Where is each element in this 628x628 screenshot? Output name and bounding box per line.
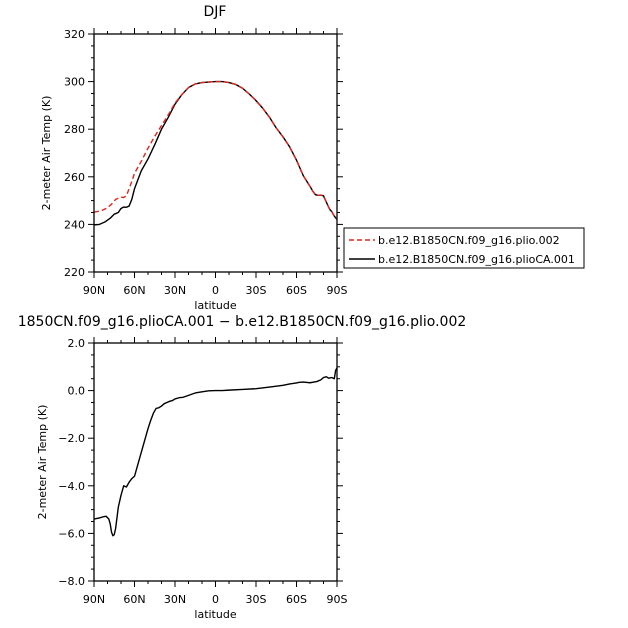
x-tick-label: 90N [83, 593, 105, 606]
chart-title: DJF [204, 4, 227, 20]
y-tick-label: 260 [64, 171, 85, 184]
y-tick-label: 320 [64, 28, 85, 41]
x-tick-label: 60S [286, 284, 307, 297]
panel-top: DJF 220 240 260 280 300 320 90N 60N 30N 0 30S 60S 90… [40, 4, 348, 312]
y-tick-label: −4.0 [58, 480, 85, 493]
y-tick-label: 240 [64, 218, 85, 231]
x-tick-label: 90S [327, 593, 348, 606]
x-tick-label: 0 [212, 593, 219, 606]
y-axis-label: 2-meter Air Temp (K) [40, 96, 53, 211]
axes-group: 220 240 260 280 300 320 90N 60N 30N 0 30S 60S 90S [64, 28, 348, 297]
y-tick-label: 220 [64, 266, 85, 279]
plot-frame [93, 33, 338, 273]
legend-label-plio: b.e12.B1850CN.f09_g16.plio.002 [378, 234, 560, 247]
axes-group: −8.0 −6.0 −4.0 −2.0 0.0 2.0 90N 60N 30N 0 30S 60S 90… [58, 337, 348, 606]
y-axis-label: 2-meter Air Temp (K) [36, 405, 49, 520]
x-tick-label: 60N [123, 593, 145, 606]
y-tick-label: −8.0 [58, 575, 85, 588]
series-group [93, 367, 338, 537]
series-line-2 [93, 80, 338, 226]
x-axis-label: latitude [194, 299, 236, 312]
x-tick-label: 60N [123, 284, 145, 297]
plot-frame [93, 342, 338, 582]
series-line-1 [93, 80, 338, 221]
legend-box [343, 227, 585, 269]
x-tick-label: 90S [327, 284, 348, 297]
x-tick-label: 60S [286, 593, 307, 606]
diff-chart-title: 1850CN.f09_g16.plioCA.001 − b.e12.B1850C… [18, 314, 467, 330]
x-tick-label: 30S [246, 284, 267, 297]
x-tick-label: 0 [212, 284, 219, 297]
y-tick-label: 300 [64, 76, 85, 89]
y-tick-label: 0.0 [68, 385, 86, 398]
x-tick-label: 30N [164, 284, 186, 297]
x-tick-label: 90N [83, 284, 105, 297]
y-tick-label: −2.0 [58, 432, 85, 445]
y-tick-label: −6.0 [58, 527, 85, 540]
x-tick-label: 30N [164, 593, 186, 606]
y-tick-label: 280 [64, 123, 85, 136]
legend: b.e12.B1850CN.f09_g16.plio.002 b.e12.B18… [343, 227, 585, 269]
panel-bottom: 1850CN.f09_g16.plioCA.001 − b.e12.B1850C… [18, 314, 467, 621]
x-axis-label: latitude [194, 608, 236, 621]
series-line-1 [93, 367, 338, 537]
legend-label-plioca: b.e12.B1850CN.f09_g16.plioCA.001 [378, 253, 575, 266]
y-tick-label: 2.0 [68, 337, 86, 350]
series-group [93, 80, 338, 226]
x-tick-label: 30S [246, 593, 267, 606]
